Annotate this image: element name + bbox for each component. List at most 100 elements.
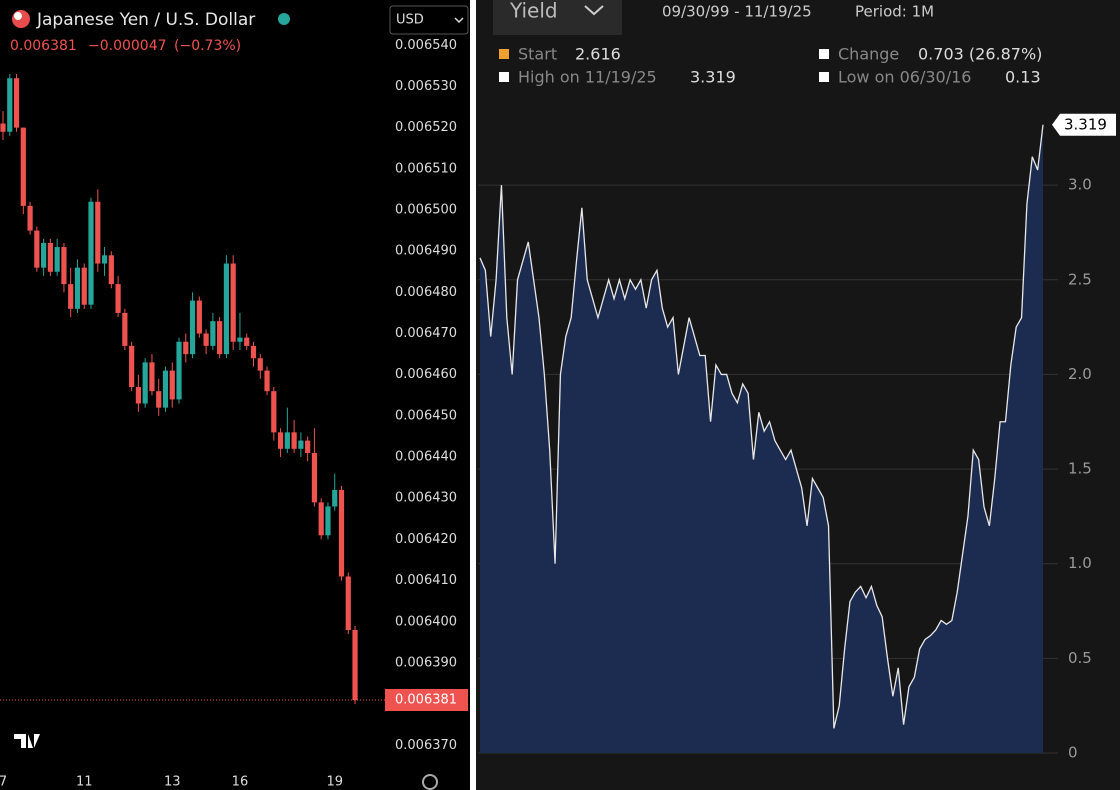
y-tick-label: 0.006500: [395, 203, 457, 218]
candle-body: [34, 230, 40, 268]
candle-body: [189, 300, 196, 355]
currency-icon: [12, 10, 30, 28]
candle-body: [61, 247, 67, 285]
price-change: −0.000047: [88, 38, 167, 54]
candle-body: [284, 432, 290, 449]
y-tick-label: 0.006460: [395, 367, 457, 382]
candle-body: [129, 345, 135, 388]
legend-label: Change: [838, 45, 899, 64]
area-fill: [480, 124, 1043, 753]
candle-body: [54, 247, 60, 272]
candle-body: [108, 255, 114, 285]
settings-icon[interactable]: [422, 774, 438, 790]
candle-body: [244, 337, 250, 346]
candle-body: [352, 630, 358, 700]
y-tick-label: 0.006440: [395, 450, 457, 465]
y-tick-label: 2.0: [1068, 365, 1092, 383]
y-tick-label: 0.006450: [395, 408, 457, 423]
last-price-badge: [385, 689, 468, 711]
x-tick-label: 16: [232, 775, 249, 790]
y-tick-label: 0.006390: [395, 655, 457, 670]
candle-body: [338, 490, 345, 577]
candle-body: [115, 284, 121, 313]
y-tick-label: 0.006480: [395, 285, 457, 300]
y-tick-label: 0.006490: [395, 244, 457, 259]
y-tick-label: 0.006540: [395, 38, 457, 53]
y-tick-label: 0.006520: [395, 120, 457, 135]
candle-body: [81, 267, 87, 305]
currency-select-label[interactable]: USD: [396, 13, 424, 28]
candle-body: [169, 370, 175, 400]
series-select[interactable]: [493, 0, 622, 35]
y-tick-label: 0.006410: [395, 573, 457, 588]
candle-body: [183, 341, 189, 355]
period: Period: 1M: [855, 3, 934, 21]
y-tick-label: 1.0: [1068, 554, 1092, 572]
candle-body: [95, 201, 101, 264]
date-range: 09/30/99 - 11/19/25: [662, 3, 812, 21]
x-tick-label: 7: [0, 775, 7, 790]
y-tick-label: 0.006420: [395, 532, 457, 547]
tv-logo: [14, 734, 40, 748]
legend-label: High on 11/19/25: [518, 68, 657, 87]
area-line: [479, 124, 1044, 729]
y-tick-label: 3.0: [1068, 176, 1092, 194]
y-tick-label: 2.5: [1068, 270, 1092, 288]
candle-body: [271, 391, 277, 433]
legend-swatch: [819, 72, 829, 82]
select-arrow: [454, 17, 464, 24]
candle-body: [74, 267, 81, 309]
candle-body: [305, 440, 311, 453]
candle-body: [210, 321, 216, 346]
candle-body: [20, 127, 26, 206]
legend-swatch: [499, 49, 509, 59]
candle-body: [156, 391, 162, 408]
candle-body: [88, 201, 94, 305]
y-tick-label: 0: [1068, 744, 1078, 762]
last-price-badge-label: 0.006381: [395, 693, 457, 708]
candle-body: [291, 432, 297, 449]
instrument-title: Japanese Yen / U.S. Dollar: [36, 10, 255, 30]
last-value-badge: [1052, 113, 1116, 136]
x-tick-label: 13: [164, 775, 181, 790]
plots: 0.006370 0.006390 0.006400 0.006410 0.006420…: [0, 38, 1116, 790]
left-panel: [0, 0, 470, 790]
candle-body: [68, 284, 74, 309]
candle-body: [264, 370, 270, 392]
candle-body: [345, 576, 351, 630]
candle-body: [0, 123, 6, 132]
market-status: [278, 13, 290, 25]
candle-body: [13, 78, 20, 128]
candle-body: [135, 387, 141, 404]
candle-body: [162, 370, 169, 408]
candle-body: [223, 263, 230, 355]
price-change-pct: (−0.73%): [174, 38, 241, 54]
candle-body: [257, 358, 263, 371]
currency-select[interactable]: [389, 5, 469, 35]
candle-body: [7, 78, 13, 132]
candle-body: [237, 337, 243, 342]
x-tick-label: 11: [76, 775, 93, 790]
last-value-badge-label: 3.319: [1064, 115, 1107, 133]
y-tick-label: 0.006470: [395, 326, 457, 341]
candle-body: [318, 502, 324, 536]
candle-body: [176, 341, 182, 400]
candle-body: [250, 345, 257, 359]
y-tick-label: 0.006400: [395, 614, 457, 629]
y-tick-label: 0.006370: [395, 738, 457, 753]
divider: [470, 0, 476, 790]
legend-value: 3.319: [690, 68, 736, 87]
series-select-label[interactable]: Yield: [509, 0, 558, 23]
legend-swatch: [499, 72, 509, 82]
legend-label: Start: [518, 45, 557, 64]
x-tick-label: 19: [326, 775, 343, 790]
candle-body: [277, 432, 284, 449]
y-tick-label: 0.006510: [395, 161, 457, 176]
candle-body: [101, 255, 108, 264]
legend-value: 0.13: [1005, 68, 1041, 87]
y-tick-label: 0.5: [1068, 649, 1092, 667]
candle-body: [122, 312, 128, 346]
candle-body: [27, 205, 33, 231]
candle-body: [41, 242, 47, 268]
